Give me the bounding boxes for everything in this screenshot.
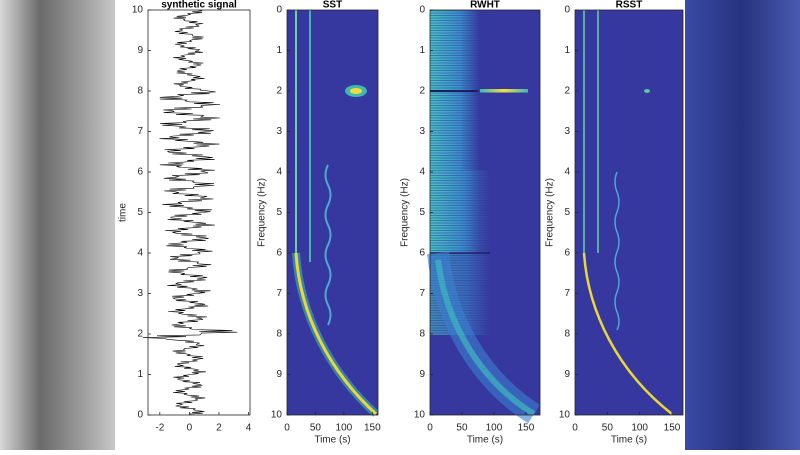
y-tick-label: 8: [419, 329, 425, 340]
y-tick-label: 8: [137, 86, 143, 97]
y-tick-label: 6: [419, 248, 425, 259]
x-axis-label: Time (s): [467, 435, 503, 446]
sst-image: [287, 10, 379, 417]
y-axis-label: Frequency (Hz): [257, 178, 268, 247]
x-axis-label: Time (s): [611, 435, 647, 446]
y-tick-label: 5: [137, 207, 143, 218]
x-tick-label: 100: [486, 423, 503, 434]
panel-title: RSST: [616, 0, 643, 11]
y-tick-label: 6: [564, 248, 570, 259]
y-tick-label: 7: [137, 126, 143, 137]
x-tick-label: 50: [602, 423, 614, 434]
y-tick-label: 0: [137, 410, 143, 421]
y-tick-label: 10: [559, 410, 571, 421]
y-tick-label: 3: [276, 126, 282, 137]
y-tick-label: 10: [414, 410, 426, 421]
y-tick-label: 7: [419, 288, 425, 299]
x-tick-label: 150: [518, 423, 535, 434]
y-tick-label: 3: [564, 126, 570, 137]
x-tick-label: 0: [187, 423, 193, 434]
y-tick-label: 3: [419, 126, 425, 137]
y-tick-label: 6: [276, 248, 282, 259]
y-tick-label: 9: [564, 369, 570, 380]
y-tick-label: 4: [419, 167, 425, 178]
x-tick-label: 0: [284, 423, 290, 434]
x-tick-label: -2: [155, 423, 164, 434]
y-tick-label: 9: [137, 45, 143, 56]
y-tick-label: 3: [137, 288, 143, 299]
y-tick-label: 5: [276, 207, 282, 218]
y-tick-label: 1: [276, 45, 282, 56]
y-tick-label: 10: [271, 410, 283, 421]
x-tick-label: 150: [664, 423, 681, 434]
y-tick-label: 1: [137, 369, 143, 380]
panel-title: SST: [323, 0, 342, 11]
y-tick-label: 9: [419, 369, 425, 380]
y-axis-label: Frequency (Hz): [545, 178, 556, 247]
x-tick-label: 0: [427, 423, 433, 434]
y-tick-label: 9: [276, 369, 282, 380]
panel-title: RWHT: [470, 0, 500, 11]
rwht-image: [427, 10, 541, 424]
x-tick-label: 50: [456, 423, 468, 434]
rsst-image: [575, 10, 683, 415]
x-tick-label: 100: [336, 423, 353, 434]
y-tick-label: 8: [564, 329, 570, 340]
y-tick-label: 4: [137, 248, 143, 259]
y-tick-label: 1: [419, 45, 425, 56]
y-tick-label: 4: [564, 167, 570, 178]
y-tick-label: 2: [276, 86, 282, 97]
x-tick-label: 2: [216, 423, 222, 434]
y-axis-label: time: [118, 203, 129, 222]
x-tick-label: 4: [246, 423, 252, 434]
axes-box: [147, 9, 251, 416]
side-blur: [685, 0, 800, 450]
x-tick-label: 50: [310, 423, 322, 434]
y-tick-label: 8: [276, 329, 282, 340]
y-tick-label: 2: [564, 86, 570, 97]
y-tick-label: 0: [419, 5, 425, 16]
y-tick-label: 1: [564, 45, 570, 56]
side-blur: [0, 0, 115, 450]
y-tick-label: 5: [419, 207, 425, 218]
x-axis-label: Time (s): [314, 435, 350, 446]
panel-title: synthetic signal: [161, 0, 237, 11]
y-axis-label: Frequency (Hz): [400, 178, 411, 247]
y-tick-label: 10: [132, 5, 144, 16]
y-tick-label: 2: [137, 329, 143, 340]
y-tick-label: 4: [276, 167, 282, 178]
y-tick-label: 7: [564, 288, 570, 299]
x-tick-label: 100: [631, 423, 648, 434]
signal-trace: [142, 9, 238, 416]
y-tick-label: 0: [564, 5, 570, 16]
y-tick-label: 5: [564, 207, 570, 218]
y-tick-label: 2: [419, 86, 425, 97]
y-tick-label: 6: [137, 167, 143, 178]
y-tick-label: 0: [276, 5, 282, 16]
x-tick-label: 150: [364, 423, 381, 434]
x-tick-label: 0: [572, 423, 578, 434]
y-tick-label: 7: [276, 288, 282, 299]
